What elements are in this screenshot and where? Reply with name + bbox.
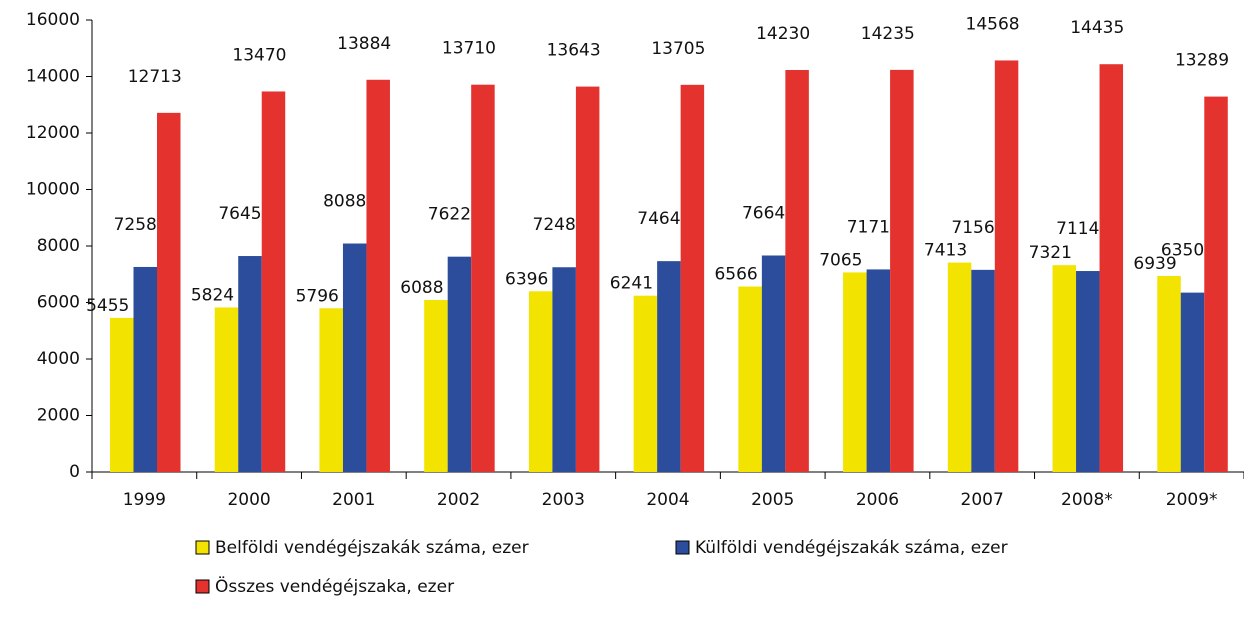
y-tick-label: 14000 (26, 67, 80, 87)
value-label: 14235 (861, 24, 915, 44)
bar (342, 243, 367, 472)
value-label: 6566 (714, 265, 757, 285)
x-tick-label: 2000 (227, 490, 270, 510)
value-label: 6939 (1133, 254, 1176, 274)
value-label: 14230 (756, 24, 810, 44)
bar (738, 286, 762, 472)
value-label: 13884 (337, 34, 391, 54)
value-label: 7248 (533, 215, 576, 235)
legend-label: Összes vendégéjszaka, ezer (215, 575, 454, 597)
bar (1180, 292, 1205, 472)
value-label: 14435 (1070, 18, 1124, 38)
bar (680, 84, 705, 473)
bar (971, 269, 995, 472)
bar (890, 69, 914, 472)
bar (238, 256, 262, 472)
y-tick-label: 0 (69, 462, 80, 482)
y-tick-label: 10000 (26, 180, 80, 200)
bar (319, 308, 343, 472)
x-tick-label: 2003 (542, 490, 585, 510)
value-label: 7622 (428, 205, 471, 225)
x-tick-label: 2002 (437, 490, 480, 510)
value-label: 7258 (114, 215, 157, 235)
bar (761, 255, 786, 472)
y-tick-label: 12000 (26, 123, 80, 143)
bar (471, 84, 495, 472)
bar (575, 86, 600, 472)
value-label: 14568 (966, 14, 1020, 34)
y-tick-label: 8000 (37, 236, 80, 256)
value-label: 6241 (610, 274, 653, 294)
value-label: 13710 (442, 39, 496, 59)
x-tick-label: 2009* (1166, 490, 1218, 510)
value-label: 13643 (547, 41, 601, 61)
value-label: 7413 (924, 241, 967, 261)
bar (843, 272, 867, 472)
value-label: 5796 (296, 286, 339, 306)
value-label: 7664 (742, 203, 785, 223)
bar (994, 60, 1019, 472)
bar (1204, 96, 1228, 472)
value-label: 13470 (232, 45, 286, 65)
value-label: 7464 (637, 209, 680, 229)
value-label: 5455 (86, 296, 129, 316)
y-tick-label: 4000 (37, 349, 80, 369)
bar (447, 256, 472, 472)
value-label: 6350 (1161, 241, 1204, 261)
bar (157, 112, 181, 472)
value-label: 7065 (819, 250, 862, 270)
x-tick-label: 2006 (856, 490, 899, 510)
value-label: 6088 (400, 278, 443, 298)
bar (366, 79, 390, 472)
legend-label: Külföldi vendégéjszakák száma, ezer (695, 538, 1008, 558)
value-label: 5824 (191, 285, 234, 305)
x-tick-label: 2008* (1061, 490, 1113, 510)
x-tick-label: 2007 (961, 490, 1004, 510)
legend-swatch (675, 540, 690, 555)
value-label: 6396 (505, 269, 548, 289)
bar (1157, 275, 1181, 472)
bar (1099, 64, 1124, 473)
y-tick-label: 2000 (37, 406, 80, 426)
bar (1052, 265, 1077, 472)
value-label: 8088 (323, 192, 366, 212)
legend-swatch (195, 579, 210, 594)
value-label: 7171 (847, 217, 890, 237)
bar (424, 300, 448, 472)
x-tick-label: 2005 (751, 490, 794, 510)
y-tick-label: 16000 (26, 10, 80, 30)
y-tick-label: 6000 (37, 293, 80, 313)
bar (133, 266, 157, 472)
x-tick-label: 1999 (123, 490, 166, 510)
value-label: 7321 (1029, 243, 1072, 263)
bar (110, 317, 134, 472)
bar (1076, 271, 1100, 472)
x-tick-label: 2001 (332, 490, 375, 510)
value-label: 12713 (128, 67, 182, 87)
bar (657, 261, 681, 472)
value-label: 13289 (1175, 51, 1229, 71)
bar (633, 295, 658, 472)
bar (528, 291, 553, 472)
value-label: 7114 (1056, 219, 1099, 239)
legend-label: Belföldi vendégéjszakák száma, ezer (215, 538, 529, 558)
value-label: 7156 (951, 218, 994, 238)
bar (947, 262, 972, 472)
value-label: 13705 (651, 39, 705, 59)
value-label: 7645 (218, 204, 261, 224)
legend-swatch (195, 540, 210, 555)
x-tick-label: 2004 (646, 490, 689, 510)
bar (785, 70, 809, 472)
bar (552, 267, 576, 472)
bar (866, 269, 891, 472)
bar (214, 307, 239, 472)
bar (261, 91, 286, 472)
